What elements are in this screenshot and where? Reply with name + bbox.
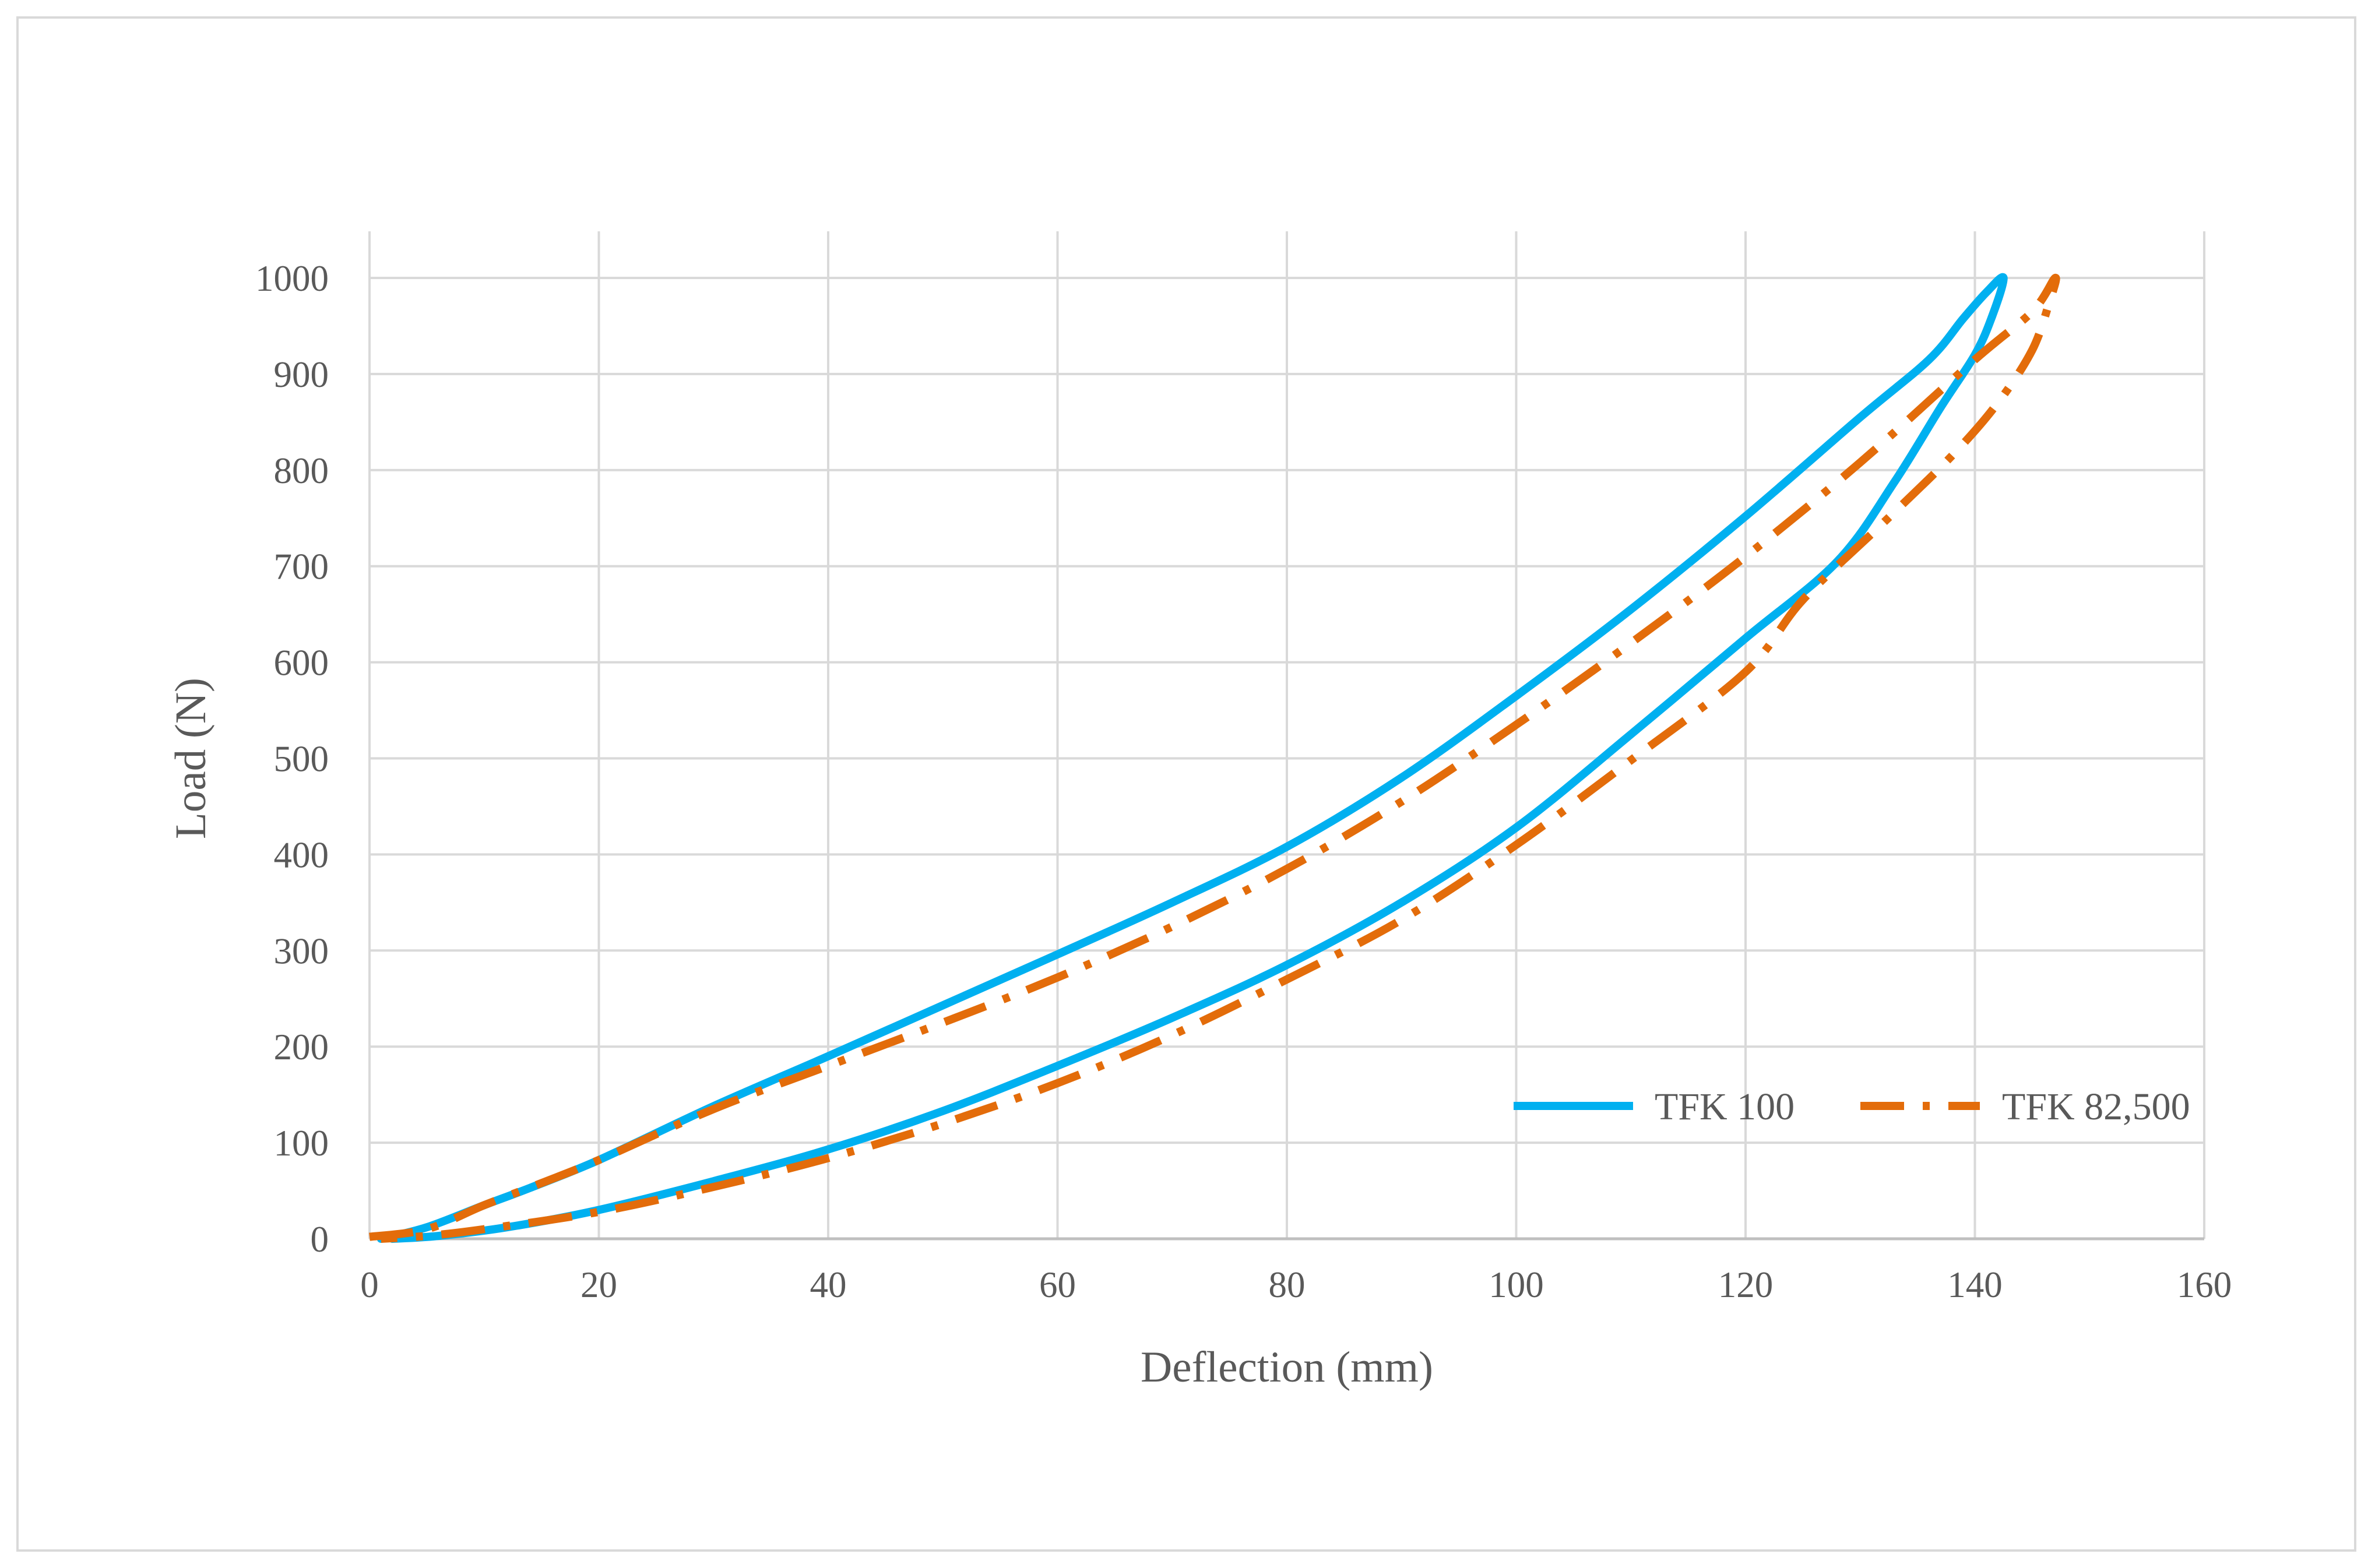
y-tick-label: 800 (274, 450, 329, 491)
y-tick-label: 900 (274, 354, 329, 395)
x-axis-title: Deflection (mm) (1141, 1343, 1433, 1391)
y-tick-label: 300 (274, 931, 329, 971)
y-tick-label: 600 (274, 643, 329, 683)
series-line-2 (369, 274, 2060, 1243)
x-tick-label: 60 (1039, 1264, 1076, 1305)
y-tick-label: 700 (274, 547, 329, 587)
grid (368, 231, 2205, 1241)
load-deflection-chart: 0 20 40 60 80 100 120 140 160 0 100 200 300 400 500 600… (167, 231, 2232, 1391)
chart-frame: 0 20 40 60 80 100 120 140 160 0 100 200 300 400 500 600… (16, 16, 2356, 1552)
legend: TFK 100 TFK 82,500 (1514, 1086, 2190, 1128)
x-tick-label: 0 (360, 1264, 379, 1305)
x-tick-label: 40 (810, 1264, 847, 1305)
x-tick-label: 120 (1718, 1264, 1774, 1305)
tick-labels: 0 20 40 60 80 100 120 140 160 0 100 200 300 400 500 600… (255, 258, 2232, 1305)
x-tick-label: 160 (2177, 1264, 2232, 1305)
x-tick-label: 100 (1489, 1264, 1544, 1305)
x-tick-label: 20 (580, 1264, 617, 1305)
y-tick-label: 200 (274, 1027, 329, 1067)
y-tick-label: 500 (274, 739, 329, 780)
y-tick-label: 100 (274, 1123, 329, 1164)
series-lines (369, 273, 2060, 1243)
legend-label-1: TFK 100 (1655, 1086, 1795, 1128)
x-tick-label: 80 (1269, 1264, 1306, 1305)
series-line-1 (377, 273, 2008, 1243)
y-axis-title: Load (N) (167, 678, 215, 839)
x-tick-label: 140 (1947, 1264, 2003, 1305)
y-tick-label: 1000 (255, 258, 329, 299)
y-tick-label: 0 (311, 1219, 329, 1260)
legend-label-2: TFK 82,500 (2002, 1086, 2190, 1128)
y-tick-label: 400 (274, 834, 329, 875)
